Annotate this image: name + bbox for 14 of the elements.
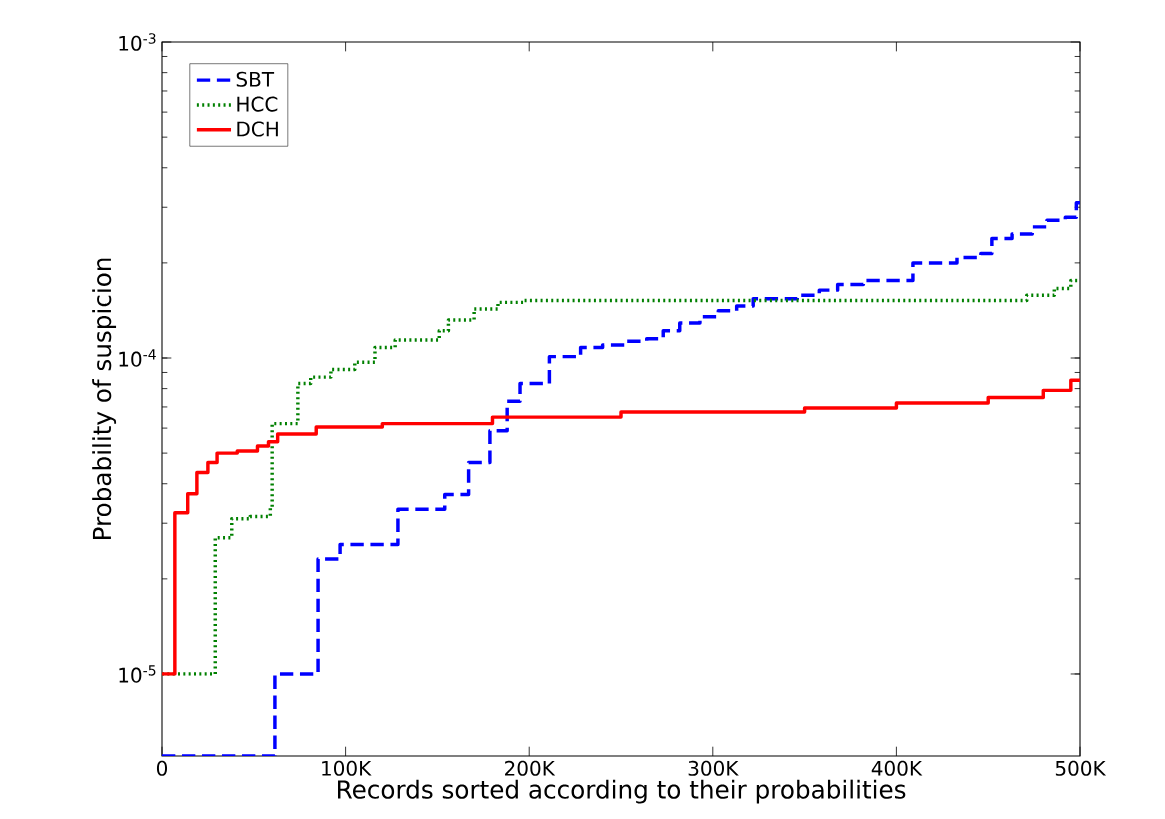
x-tick-label: 400K [871, 760, 923, 776]
y-axis-title: Probability of suspicion [92, 258, 117, 540]
x-tick-label: 200K [505, 760, 556, 776]
y-tick-label: 10$^{-4}$ [119, 349, 156, 367]
y-tick-label: 10$^{-3}$ [119, 33, 156, 51]
x-axis-title: Records sorted according to their probabilities [338, 779, 906, 804]
legend-label: DCH [237, 121, 278, 137]
x-tick-label: 0 [156, 760, 168, 776]
x-tick-label: 500K [1055, 760, 1107, 776]
legend-label: SBT [236, 71, 275, 87]
x-tick-label: 100K [322, 760, 372, 776]
y-tick-label: 10$^{-5}$ [119, 665, 156, 683]
x-tick-label: 300K [688, 760, 739, 776]
legend-label: HCC [237, 96, 278, 112]
